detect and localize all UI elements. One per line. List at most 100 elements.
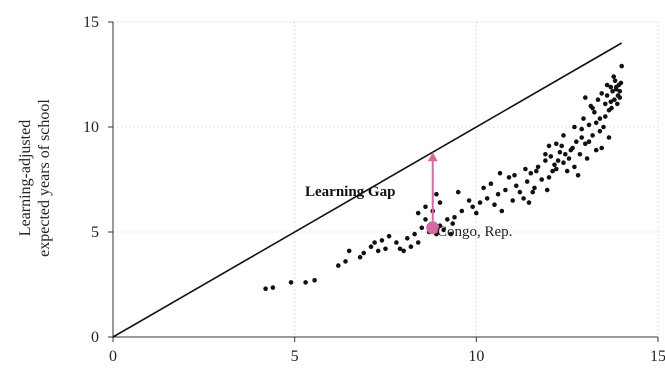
data-point [579, 135, 584, 140]
data-point [530, 189, 535, 195]
data-point [497, 170, 503, 176]
data-point [523, 166, 528, 172]
gap-label: Learning Gap [305, 184, 395, 200]
data-point [586, 122, 592, 128]
data-point [528, 170, 534, 176]
y-tick-label: 10 [83, 119, 99, 136]
data-point [437, 200, 443, 205]
data-point [610, 89, 615, 94]
data-point [577, 152, 583, 157]
data-point [499, 208, 505, 214]
data-point [543, 152, 548, 157]
x-tick-label: 15 [650, 348, 665, 365]
data-point [532, 185, 537, 191]
data-point [572, 124, 577, 130]
data-point [379, 238, 385, 243]
data-point [595, 97, 601, 102]
data-point [606, 135, 612, 140]
data-point [495, 191, 501, 197]
data-point [550, 168, 555, 174]
learning-gap-annotation: Learning Gap Congo, Rep. [305, 152, 512, 240]
data-point [470, 204, 476, 210]
data-point [477, 200, 483, 205]
tick-labels: 0 5 10 15 0 5 10 15 [83, 14, 665, 365]
data-point [599, 91, 604, 96]
data-point [603, 101, 608, 107]
data-point [554, 166, 559, 172]
data-point [557, 149, 563, 155]
data-point [466, 198, 472, 203]
data-point [524, 179, 530, 184]
x-tick-label: 5 [291, 348, 299, 365]
x-tick-label: 10 [468, 348, 484, 365]
data-point [543, 158, 548, 163]
data-point [552, 162, 557, 168]
data-point [423, 204, 428, 210]
data-point [450, 221, 456, 226]
data-point [555, 158, 561, 163]
data-point [445, 217, 450, 222]
data-point [604, 82, 610, 88]
data-point [546, 175, 552, 180]
data-point [405, 236, 410, 241]
data-point [312, 278, 317, 283]
data-point [606, 107, 612, 113]
data-point [386, 233, 392, 239]
data-point [611, 74, 616, 79]
data-point [397, 246, 403, 252]
data-point [526, 200, 532, 205]
data-point [564, 168, 570, 174]
data-point [394, 240, 399, 245]
data-point [583, 141, 588, 147]
data-point [559, 143, 564, 149]
data-point [608, 99, 614, 105]
data-point [336, 263, 341, 268]
data-point [521, 196, 526, 201]
data-point [572, 164, 577, 170]
data-point [603, 114, 608, 119]
data-point [574, 139, 579, 144]
data-point [303, 280, 308, 285]
data-point [613, 84, 619, 90]
data-point [575, 173, 581, 178]
data-point [615, 101, 620, 107]
data-point [604, 93, 610, 98]
data-point [517, 189, 523, 195]
data-point [408, 244, 414, 249]
data-point [415, 210, 421, 216]
data-point [372, 240, 377, 245]
data-point [423, 217, 428, 222]
data-point [401, 248, 407, 254]
y-axis-title: Learning-adjusted expected years of scho… [17, 99, 53, 257]
data-point [448, 231, 454, 237]
data-point [346, 248, 352, 254]
data-point [608, 84, 614, 90]
data-point [593, 120, 599, 126]
data-point [481, 185, 486, 191]
data-point [554, 141, 559, 147]
data-point [539, 177, 544, 182]
data-point [503, 187, 508, 193]
data-point [617, 89, 623, 94]
data-point [618, 80, 624, 86]
data-point [368, 244, 374, 249]
data-point [593, 147, 599, 153]
data-point [544, 187, 550, 193]
y-tick-label: 5 [91, 224, 99, 241]
data-point [561, 133, 566, 138]
data-point [590, 133, 595, 138]
country-label: Congo, Rep. [437, 224, 512, 240]
data-point [412, 231, 417, 237]
data-point [619, 63, 624, 69]
data-point [452, 215, 457, 220]
data-point [474, 210, 479, 216]
data-point [492, 202, 497, 207]
data-point [361, 250, 367, 256]
data-point [357, 254, 363, 260]
data-point [597, 116, 603, 121]
data-point [270, 285, 276, 290]
data-point [546, 143, 552, 149]
data-point [584, 156, 590, 161]
data-point [581, 116, 586, 121]
